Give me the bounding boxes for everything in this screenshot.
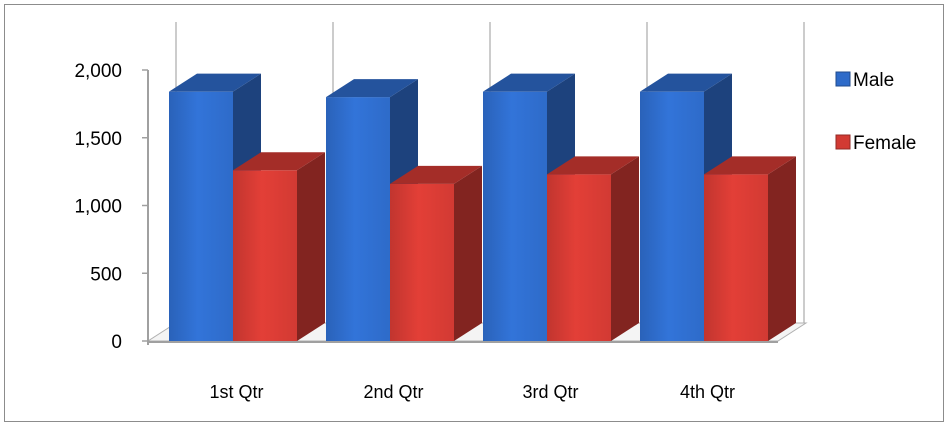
axis-layer: 1st Qtr 2nd Qtr 3rd Qtr 4th Qtr 0 500 1,000 1,5… [74, 61, 735, 402]
y-tick-label: 1,000 [74, 197, 122, 218]
x-tick-label: 1st Qtr [209, 382, 263, 402]
bar-female-3 [547, 156, 639, 341]
bar-female-4 [704, 156, 796, 341]
y-tick-label: 0 [111, 332, 122, 353]
legend-item-female: Female [835, 133, 916, 154]
legend-label: Male [853, 70, 894, 91]
bar-female-2 [390, 165, 482, 341]
y-tick-label: 1,500 [74, 129, 122, 150]
legend-swatch [835, 134, 851, 150]
legend: Male Female [835, 70, 916, 154]
legend-label: Female [853, 133, 916, 154]
x-tick-label: 4th Qtr [680, 382, 735, 402]
x-tick-label: 2nd Qtr [363, 382, 423, 402]
y-tick-label: 2,000 [74, 61, 122, 82]
x-tick-label: 3rd Qtr [522, 382, 578, 402]
y-tick-label: 500 [90, 264, 122, 285]
legend-swatch [835, 71, 851, 87]
bars-layer [169, 73, 796, 342]
bar-female-1 [233, 152, 325, 341]
legend-item-male: Male [835, 70, 894, 91]
